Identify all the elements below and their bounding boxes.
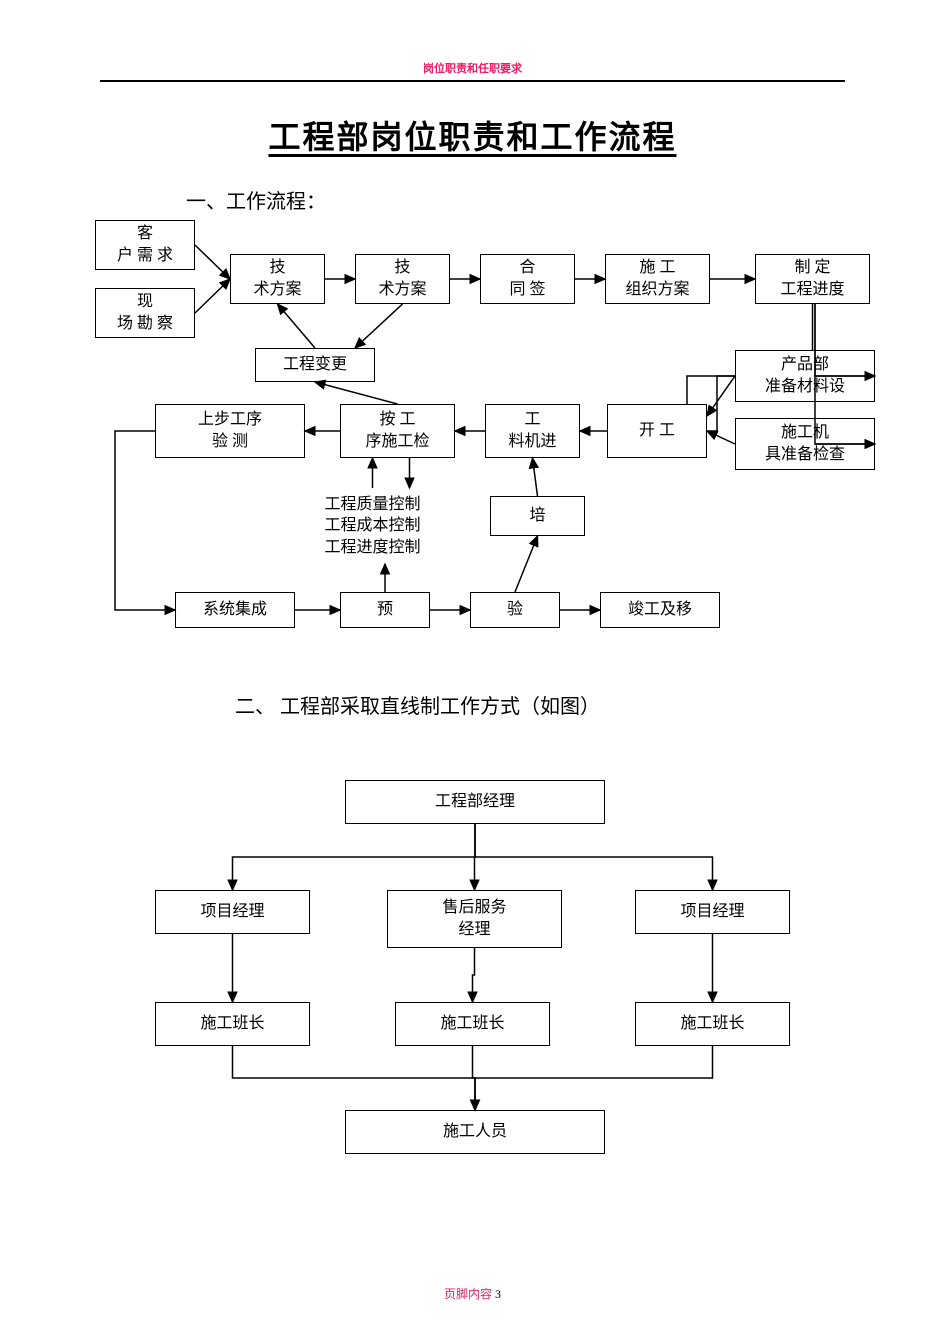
section-1-title: 一、工作流程： [186, 185, 326, 214]
footer-page-num: 3 [495, 1287, 501, 1301]
flow-node-prev: 上步工序验 测 [155, 404, 305, 458]
footer-label: 页脚内容 [444, 1287, 492, 1301]
flow-node-equip: 施工机具准备检查 [735, 418, 875, 470]
flow-node-contract: 合同 签 [480, 254, 575, 304]
flow-node-start: 开 工 [607, 404, 707, 458]
flow-node-tech2: 技术方案 [355, 254, 450, 304]
flow-node-plan: 制 定工程进度 [755, 254, 870, 304]
org-node-svc: 售后服务经理 [387, 890, 562, 948]
flow-node-org: 施 工组织方案 [605, 254, 710, 304]
flow-node-check: 按 工序施工检 [340, 404, 455, 458]
page-title: 工程部岗位职责和工作流程 [268, 112, 676, 158]
page-footer: 页脚内容 3 [444, 1285, 501, 1302]
flow-node-ctrl: 工程质量控制工程成本控制工程进度控制 [285, 488, 460, 564]
flow-node-done: 竣工及移 [600, 592, 720, 628]
org-node-fl1: 施工班长 [155, 1002, 310, 1046]
flow-node-prod: 产品部准备材料设 [735, 350, 875, 402]
flow-node-site: 现场 勘 察 [95, 288, 195, 338]
header-rule [100, 80, 845, 82]
org-node-mgr: 工程部经理 [345, 780, 605, 824]
flow-node-sys: 系统集成 [175, 592, 295, 628]
section-2-title: 二、 工程部采取直线制工作方式（如图） [235, 690, 600, 719]
flow-node-cust: 客户 需 求 [95, 220, 195, 270]
flow-node-pre: 预 [340, 592, 430, 628]
flow-node-accept: 验 [470, 592, 560, 628]
workflow-flowchart: 客户 需 求现场 勘 察技术方案技术方案合同 签施 工组织方案制 定工程进度工程… [95, 220, 885, 640]
flow-node-change: 工程变更 [255, 348, 375, 382]
org-tree: 工程部经理项目经理 售后服务经理 项目经理施工班长 施工班长 施工班长施工人员 [155, 780, 795, 1160]
page-header-small: 岗位职责和任职要求 [423, 60, 522, 76]
org-node-wk: 施工人员 [345, 1110, 605, 1154]
flow-node-mat: 工料机进 [485, 404, 580, 458]
org-node-fl2: 施工班长 [395, 1002, 550, 1046]
org-node-pm2: 项目经理 [635, 890, 790, 934]
org-node-pm1: 项目经理 [155, 890, 310, 934]
flow-node-train: 培 [490, 496, 585, 536]
org-node-fl3: 施工班长 [635, 1002, 790, 1046]
flow-node-tech1: 技术方案 [230, 254, 325, 304]
